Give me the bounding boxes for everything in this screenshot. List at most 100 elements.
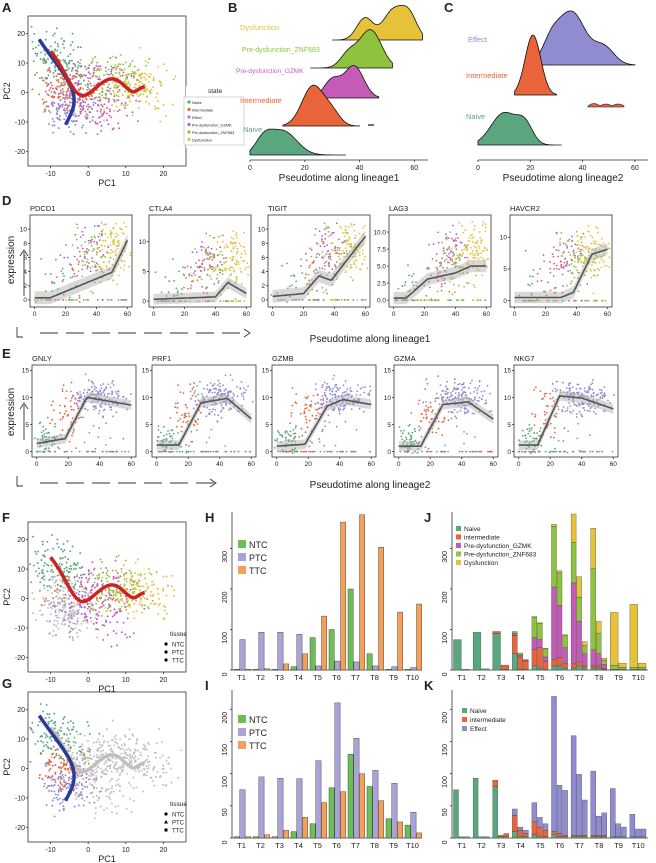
data-point	[232, 241, 235, 244]
data-point	[76, 573, 79, 576]
data-point	[236, 410, 239, 412]
data-point	[126, 617, 129, 620]
data-point	[67, 786, 70, 789]
data-point	[323, 381, 326, 384]
data-point	[54, 624, 57, 627]
data-point	[547, 299, 550, 302]
data-point	[62, 718, 65, 720]
data-point	[287, 439, 290, 442]
data-point	[53, 443, 56, 445]
data-point	[63, 759, 66, 762]
data-point	[467, 410, 470, 413]
data-point	[346, 243, 349, 245]
data-point	[66, 760, 69, 763]
data-point	[120, 769, 123, 772]
data-point	[288, 434, 291, 437]
data-point	[142, 790, 145, 793]
data-point	[85, 576, 88, 579]
data-point	[450, 392, 452, 394]
data-point	[106, 633, 109, 636]
data-point	[77, 115, 80, 117]
data-point	[428, 267, 431, 270]
data-point	[293, 450, 296, 453]
data-point	[115, 767, 118, 770]
data-point	[86, 581, 89, 584]
data-point	[64, 774, 67, 777]
data-point	[99, 250, 101, 253]
data-point	[68, 576, 71, 579]
data-point	[339, 405, 342, 407]
data-point	[320, 240, 323, 242]
data-point	[65, 561, 68, 564]
data-point	[109, 257, 112, 259]
data-point	[112, 240, 114, 242]
data-point	[114, 738, 117, 741]
data-point	[59, 404, 61, 407]
data-point	[114, 763, 117, 766]
data-point	[77, 80, 80, 82]
data-point	[59, 76, 62, 79]
data-point	[139, 751, 142, 754]
data-point	[35, 71, 38, 74]
data-point	[125, 225, 128, 228]
data-point	[236, 247, 239, 250]
data-point	[124, 102, 127, 104]
data-point	[196, 423, 199, 425]
data-point	[431, 427, 434, 430]
data-point	[64, 611, 67, 614]
data-point	[305, 421, 308, 424]
data-point	[83, 590, 85, 593]
data-point	[94, 778, 97, 781]
data-point	[101, 753, 104, 756]
data-point	[101, 561, 103, 564]
data-point	[106, 758, 109, 761]
data-point	[447, 411, 450, 413]
data-point	[444, 282, 446, 285]
data-point	[153, 751, 156, 754]
data-point	[566, 262, 569, 265]
data-point	[43, 745, 45, 747]
data-point	[71, 628, 74, 631]
data-point	[356, 299, 359, 301]
data-point	[86, 750, 89, 753]
data-point	[92, 71, 95, 74]
data-point	[112, 402, 115, 405]
data-point	[86, 603, 89, 606]
data-point	[74, 299, 77, 301]
data-point	[90, 591, 93, 594]
data-point	[467, 282, 470, 285]
data-point	[457, 383, 460, 386]
data-point	[577, 257, 579, 260]
data-point	[64, 606, 67, 609]
data-point	[415, 281, 417, 283]
data-point	[113, 95, 116, 98]
data-point	[85, 773, 88, 775]
data-point	[177, 384, 179, 387]
data-point	[79, 46, 82, 49]
data-point	[334, 266, 337, 269]
data-point	[113, 86, 116, 89]
data-point	[62, 608, 65, 611]
data-point	[91, 238, 93, 241]
data-point	[74, 622, 77, 625]
data-point	[56, 583, 59, 586]
data-point	[72, 430, 75, 432]
data-point	[94, 771, 97, 774]
data-point	[355, 259, 358, 262]
data-point	[301, 272, 304, 274]
data-point	[78, 609, 81, 611]
data-point	[232, 399, 235, 401]
data-point	[242, 398, 245, 400]
data-point	[65, 787, 68, 790]
data-point	[79, 395, 81, 398]
data-point	[64, 397, 67, 400]
data-point	[76, 617, 79, 620]
data-point	[464, 404, 466, 407]
data-point	[115, 812, 118, 815]
data-point	[61, 92, 64, 95]
data-point	[124, 735, 127, 738]
data-point	[80, 82, 82, 85]
data-point	[86, 252, 88, 255]
data-point	[109, 230, 112, 232]
data-point	[173, 595, 175, 598]
